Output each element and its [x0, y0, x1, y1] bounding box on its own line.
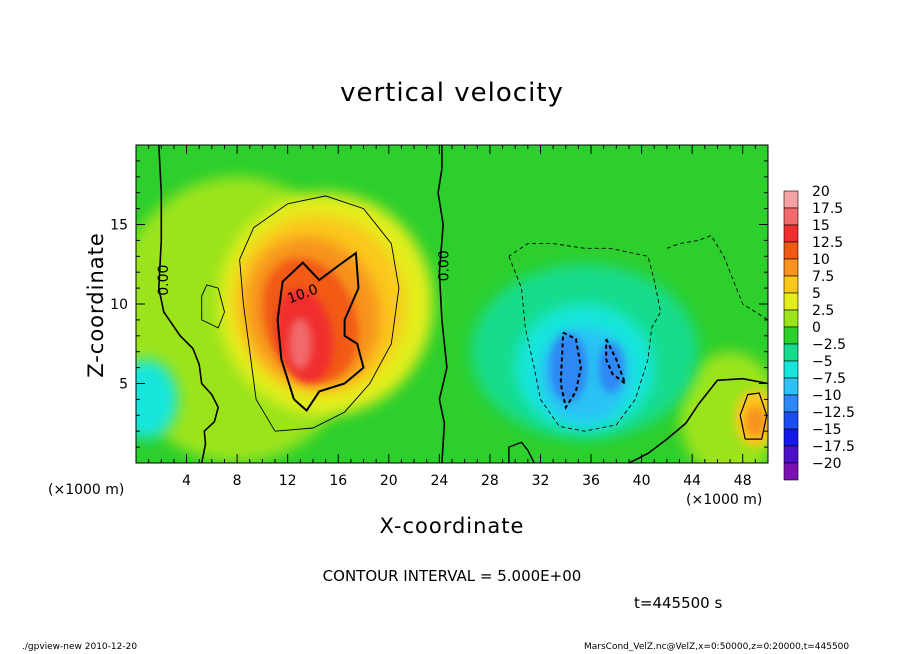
- colorbar-swatch: [783, 241, 799, 260]
- contour-5-updraft: [239, 195, 400, 432]
- colorbar-swatch: [783, 445, 799, 464]
- footer-right: MarsCond_VelZ.nc@VelZ,x=0:50000,z=0:2000…: [584, 642, 850, 652]
- footer-left: ./gpview-new 2010-12-20: [22, 642, 138, 652]
- x-tick-label: 32: [532, 473, 550, 489]
- x-tick-label: 4: [182, 473, 191, 489]
- colorbar-swatch: [783, 326, 799, 345]
- contour-zero-small: [508, 441, 535, 464]
- y-tick-label: 5: [119, 377, 128, 393]
- x-unit-note-right: (×1000 m): [686, 492, 763, 508]
- colorbar-label: −17.5: [812, 439, 855, 455]
- y-tick-label: 10: [110, 297, 128, 313]
- colorbar-swatch: [783, 309, 799, 328]
- field-downdraft-10-right: [598, 342, 624, 394]
- contour-minus5-right: [666, 235, 769, 321]
- colorbar-swatch: [783, 258, 799, 277]
- colorbar-label: 12.5: [812, 235, 843, 251]
- colorbar-label: −15: [812, 422, 842, 438]
- x-tick-label: 16: [329, 473, 347, 489]
- colorbar-swatch: [783, 224, 799, 243]
- colorbar-swatch: [783, 343, 799, 362]
- contour-zero-right: [628, 377, 769, 464]
- contour-minus10-right: [605, 338, 628, 387]
- chart-title: vertical velocity: [340, 78, 564, 108]
- x-tick-label: 24: [430, 473, 448, 489]
- x-tick-label: 12: [279, 473, 297, 489]
- x-axis-label: X-coordinate: [379, 514, 525, 538]
- colorbar-label: 10: [812, 252, 830, 268]
- field-updraft-17_5: [288, 318, 312, 370]
- colorbar-label: 2.5: [812, 303, 834, 319]
- y-axis-label: Z-coordinate: [84, 232, 108, 378]
- colorbar-label: 0: [812, 320, 821, 336]
- colorbar-swatch: [783, 190, 799, 209]
- x-tick-label: 40: [633, 473, 651, 489]
- colorbar-swatch: [783, 394, 799, 413]
- colorbar-label: −7.5: [812, 371, 846, 387]
- contour-label: 0.00: [156, 265, 172, 296]
- x-unit-note-left: (×1000 m): [48, 482, 125, 498]
- contour-lines: [157, 144, 769, 464]
- y-tick-label: 15: [110, 218, 128, 234]
- contour-label: 0.00: [436, 250, 452, 281]
- colorbar: 2017.51512.5107.552.50−2.5−5−7.5−10−12.5…: [783, 184, 855, 481]
- contour-zero-left: [157, 144, 220, 464]
- colorbar-swatch: [783, 428, 799, 447]
- colorbar-label: 7.5: [812, 269, 834, 285]
- contour-zero-middle: [437, 145, 448, 464]
- contour-5-left-loop: [201, 284, 225, 329]
- contour-10-updraft: [276, 251, 365, 413]
- contour-5-right: [739, 392, 768, 440]
- field-downdraft-10-left: [549, 332, 588, 403]
- x-tick-label: 44: [683, 473, 701, 489]
- contour-minus10-left: [559, 331, 582, 411]
- x-axis-ticks: 4 8 12 16 20 24 28 32 36 40 44 48: [148, 145, 756, 489]
- colorbar-label: 17.5: [812, 201, 843, 217]
- colorbar-swatch: [783, 360, 799, 379]
- x-tick-label: 48: [734, 473, 752, 489]
- colorbar-swatch: [783, 292, 799, 311]
- x-tick-label: 8: [233, 473, 242, 489]
- x-tick-label: 20: [380, 473, 398, 489]
- colorbar-swatch: [783, 207, 799, 226]
- colorbar-label: −2.5: [812, 337, 846, 353]
- colorbar-swatch: [783, 377, 799, 396]
- colorbar-label: 20: [812, 184, 830, 200]
- colorbar-label: 15: [812, 218, 830, 234]
- colorbar-swatch: [783, 462, 799, 481]
- contour-minus5-downdraft: [508, 243, 662, 432]
- colorbar-swatch: [783, 275, 799, 294]
- time-stamp: t=445500 s: [634, 594, 723, 612]
- x-tick-label: 36: [582, 473, 600, 489]
- contour-interval-text: CONTOUR INTERVAL = 5.000E+00: [322, 567, 582, 585]
- y-axis-ticks: 5 10 15: [110, 160, 768, 448]
- field-right-updraft-10: [745, 405, 766, 438]
- x-tick-label: 28: [481, 473, 499, 489]
- colorbar-swatch: [783, 411, 799, 430]
- colorbar-label: −10: [812, 388, 842, 404]
- colorbar-label: 5: [812, 286, 821, 302]
- field-left-edge-downdraft: [136, 359, 178, 440]
- colorbar-label: −20: [812, 456, 842, 472]
- colorbar-label: −12.5: [812, 405, 855, 421]
- colorbar-label: −5: [812, 354, 833, 370]
